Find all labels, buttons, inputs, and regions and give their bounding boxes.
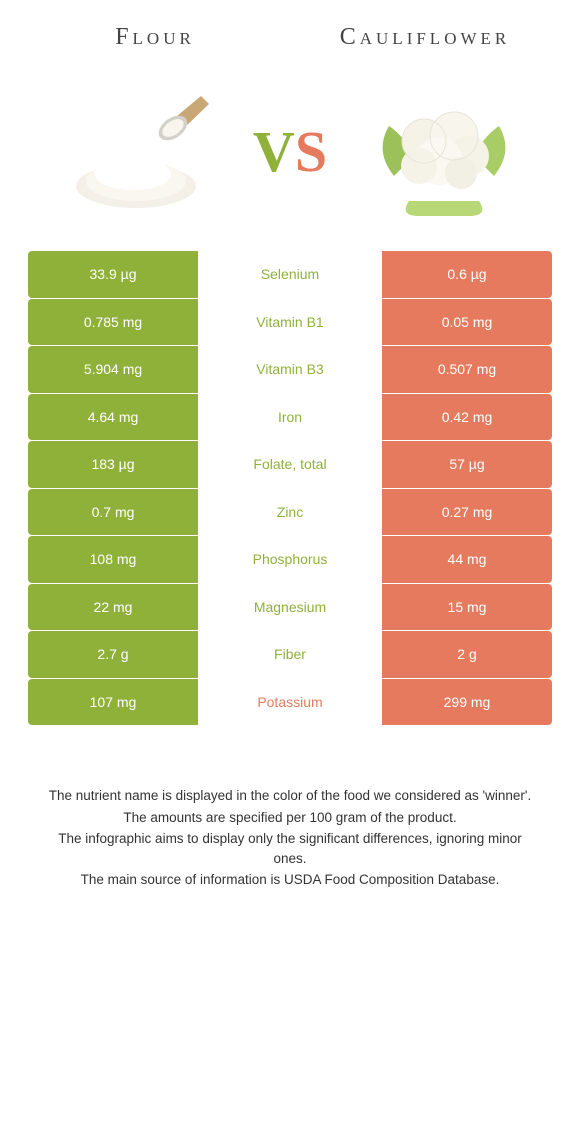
cauliflower-icon — [369, 81, 519, 221]
value-left: 4.64 mg — [28, 394, 198, 441]
value-right: 0.05 mg — [382, 299, 552, 346]
value-right: 15 mg — [382, 584, 552, 631]
value-right: 0.507 mg — [382, 346, 552, 393]
hero-row: VS — [0, 61, 580, 251]
table-row: 108 mgPhosphorus44 mg — [28, 536, 552, 584]
value-left: 0.7 mg — [28, 489, 198, 536]
cauliflower-image — [337, 81, 550, 221]
value-right: 2 g — [382, 631, 552, 678]
value-left: 183 µg — [28, 441, 198, 488]
titles-row: Flour Cauliflower — [0, 0, 580, 61]
nutrient-name: Magnesium — [198, 584, 382, 631]
value-left: 2.7 g — [28, 631, 198, 678]
nutrient-table: 33.9 µgSelenium0.6 µg0.785 mgVitamin B10… — [28, 251, 552, 726]
table-row: 183 µgFolate, total57 µg — [28, 441, 552, 489]
value-right: 0.6 µg — [382, 251, 552, 298]
value-right: 299 mg — [382, 679, 552, 726]
value-right: 57 µg — [382, 441, 552, 488]
footnote-4: The main source of information is USDA F… — [40, 870, 540, 890]
table-row: 33.9 µgSelenium0.6 µg — [28, 251, 552, 299]
flour-icon — [61, 86, 211, 216]
title-left: Flour — [20, 24, 290, 51]
nutrient-name: Selenium — [198, 251, 382, 298]
value-right: 0.42 mg — [382, 394, 552, 441]
vs-label: VS — [253, 118, 327, 185]
nutrient-name: Zinc — [198, 489, 382, 536]
nutrient-name: Fiber — [198, 631, 382, 678]
nutrient-name: Phosphorus — [198, 536, 382, 583]
nutrient-name: Vitamin B1 — [198, 299, 382, 346]
value-right: 44 mg — [382, 536, 552, 583]
value-left: 108 mg — [28, 536, 198, 583]
value-left: 33.9 µg — [28, 251, 198, 298]
flour-image — [30, 86, 243, 216]
infographic-container: Flour Cauliflower VS — [0, 0, 580, 890]
footnotes: The nutrient name is displayed in the co… — [0, 726, 580, 890]
footnote-3: The infographic aims to display only the… — [40, 829, 540, 868]
table-row: 5.904 mgVitamin B30.507 mg — [28, 346, 552, 394]
vs-s: S — [295, 119, 327, 184]
value-right: 0.27 mg — [382, 489, 552, 536]
table-row: 4.64 mgIron0.42 mg — [28, 394, 552, 442]
footnote-1: The nutrient name is displayed in the co… — [40, 786, 540, 806]
value-left: 5.904 mg — [28, 346, 198, 393]
nutrient-name: Vitamin B3 — [198, 346, 382, 393]
table-row: 0.7 mgZinc0.27 mg — [28, 489, 552, 537]
value-left: 107 mg — [28, 679, 198, 726]
nutrient-name: Folate, total — [198, 441, 382, 488]
nutrient-name: Iron — [198, 394, 382, 441]
title-right: Cauliflower — [290, 24, 560, 51]
table-row: 2.7 gFiber2 g — [28, 631, 552, 679]
nutrient-name: Potassium — [198, 679, 382, 726]
vs-v: V — [253, 119, 295, 184]
value-left: 22 mg — [28, 584, 198, 631]
value-left: 0.785 mg — [28, 299, 198, 346]
table-row: 22 mgMagnesium15 mg — [28, 584, 552, 632]
footnote-2: The amounts are specified per 100 gram o… — [40, 808, 540, 828]
table-row: 0.785 mgVitamin B10.05 mg — [28, 299, 552, 347]
table-row: 107 mgPotassium299 mg — [28, 679, 552, 727]
